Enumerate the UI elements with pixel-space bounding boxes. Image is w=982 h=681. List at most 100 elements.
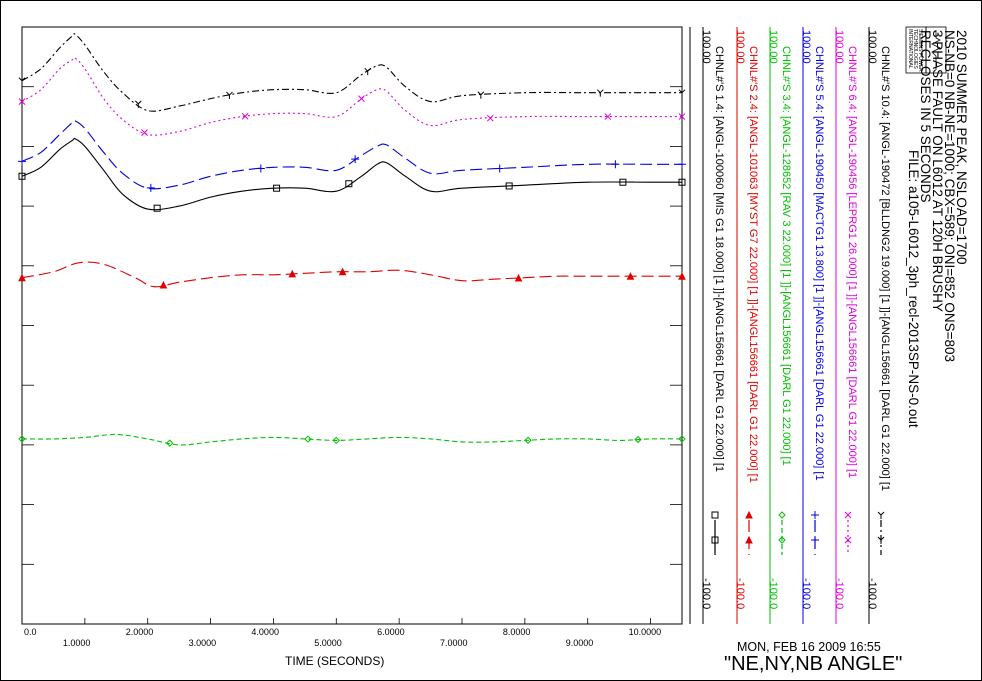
marker-triangle [288, 269, 297, 278]
legend-ymin: -100.0 [734, 578, 746, 610]
legend-series-name: CHNL#'S 10.4: [ANGL-190472 [BLLDNG2 19.0… [879, 46, 891, 492]
marker-triangle [159, 280, 168, 289]
x-tick-label: 4.0000 [251, 627, 279, 637]
x-tick-label: 3.0000 [188, 638, 217, 648]
header-line-5: FILE: a105-L6012_3ph_recl-2013SP-NS-0.ou… [906, 150, 921, 428]
x-tick-label: 9.0000 [565, 638, 594, 648]
marker-x [844, 536, 852, 544]
trace-line [21, 261, 682, 288]
x-tick-label: 1.0000 [62, 638, 91, 648]
marker-y [18, 77, 26, 85]
marker-+ [146, 183, 155, 192]
trace-1 [18, 33, 686, 112]
legend-series-name: CHNL#'S 1.4: [ANGL-100060 [MIS G1 18.000… [713, 46, 725, 473]
marker-triangle [745, 510, 753, 519]
marker-square [18, 172, 26, 180]
plot-area [21, 26, 683, 625]
legend-ymax: 100.00 [833, 30, 845, 64]
marker-y [678, 89, 686, 97]
logo-line: INTERNATIONAL [907, 29, 913, 69]
marker-y [364, 67, 372, 76]
x-tick-label: 5.0000 [314, 638, 342, 648]
x-tick-label: 10.0000 [628, 627, 662, 637]
marker-+ [495, 164, 504, 173]
marker-diamond [524, 436, 532, 444]
marker-diamond [634, 435, 642, 444]
marker-+ [811, 511, 819, 519]
marker-diamond [166, 439, 174, 447]
trace-4 [18, 137, 686, 212]
marker-triangle [18, 273, 26, 282]
marker-diamond [778, 511, 786, 519]
marker-triangle [745, 535, 753, 544]
marker-square [678, 178, 686, 186]
marker-x [844, 511, 852, 519]
x-tick-label: 6.0000 [377, 627, 405, 637]
trace-group [18, 33, 686, 447]
marker-square [273, 184, 281, 192]
marker-+ [18, 157, 26, 166]
marker-diamond [778, 536, 786, 544]
legend-group [689, 27, 885, 624]
trace-6 [18, 433, 686, 447]
marker-y [477, 91, 485, 99]
marker-diamond [332, 436, 340, 445]
marker-triangle [338, 267, 347, 276]
marker-+ [811, 536, 819, 544]
marker-x [241, 112, 249, 120]
marker-+ [256, 164, 265, 173]
marker-square [619, 178, 627, 186]
marker-y [596, 89, 604, 97]
marker-square [505, 182, 513, 190]
siemens-logo [905, 26, 947, 74]
legend-ymin: -100.0 [800, 578, 812, 610]
marker-x [678, 113, 686, 120]
marker-diamond [678, 435, 686, 443]
legend-ymin: -100.0 [833, 578, 845, 610]
marker-triangle [514, 273, 523, 282]
marker-diamond [304, 435, 312, 443]
marker-x [18, 98, 26, 105]
plot-date: MON, FEB 16 2009 16:55 [737, 640, 881, 654]
marker-x [604, 113, 612, 120]
plot-caption: "NE,NY,NB ANGLE" [724, 653, 903, 675]
marker-x [141, 129, 148, 136]
trace-2 [18, 57, 686, 136]
axis-ticks [21, 86, 682, 624]
marker-square [345, 180, 353, 188]
legend-ymin: -100.0 [700, 578, 712, 610]
marker-square [711, 536, 719, 544]
trace-line [21, 57, 682, 136]
x-tick-label: 2.0000 [125, 627, 154, 637]
legend-ymax: 100.00 [866, 30, 878, 64]
legend-ymax: 100.00 [734, 30, 746, 64]
marker-square [153, 204, 161, 212]
legend-series-name: CHNL#'S 6.4: [ANGL-190456 [LEPRG1 26.000… [846, 46, 858, 479]
marker-y [134, 100, 142, 108]
marker-y [877, 536, 885, 544]
marker-y [226, 91, 233, 100]
legend-ymax: 100.00 [767, 30, 779, 64]
legend-series-name: CHNL#'S 2.4: [ANGL-101063 [MYST G7 22.00… [747, 46, 759, 483]
trace-line [21, 33, 682, 112]
legend-series-name: CHNL#'S 5.4: [ANGL-190450 [MACTG1 13.800… [813, 46, 825, 481]
marker-triangle [626, 272, 635, 280]
marker-y [877, 511, 885, 519]
trace-line [21, 119, 682, 190]
trace-line [21, 433, 683, 446]
marker-square [711, 511, 719, 519]
marker-x [358, 95, 365, 102]
x-tick-label: 7.0000 [440, 638, 468, 648]
trace-5 [18, 261, 686, 289]
legend-ymin: -100.0 [866, 578, 878, 610]
marker-+ [611, 160, 620, 169]
x-tick-label: 8.0000 [502, 627, 531, 637]
legend-ymax: 100.00 [700, 30, 712, 64]
legend-ymax: 100.00 [800, 30, 812, 64]
marker-triangle [678, 272, 686, 280]
legend-series-name: CHNL#'S 3.4: [ANGL-128652 [RAV 3 22.000]… [780, 46, 792, 466]
legend-ymin: -100.0 [767, 578, 779, 610]
trace-3 [18, 119, 686, 192]
marker-x [486, 114, 494, 122]
